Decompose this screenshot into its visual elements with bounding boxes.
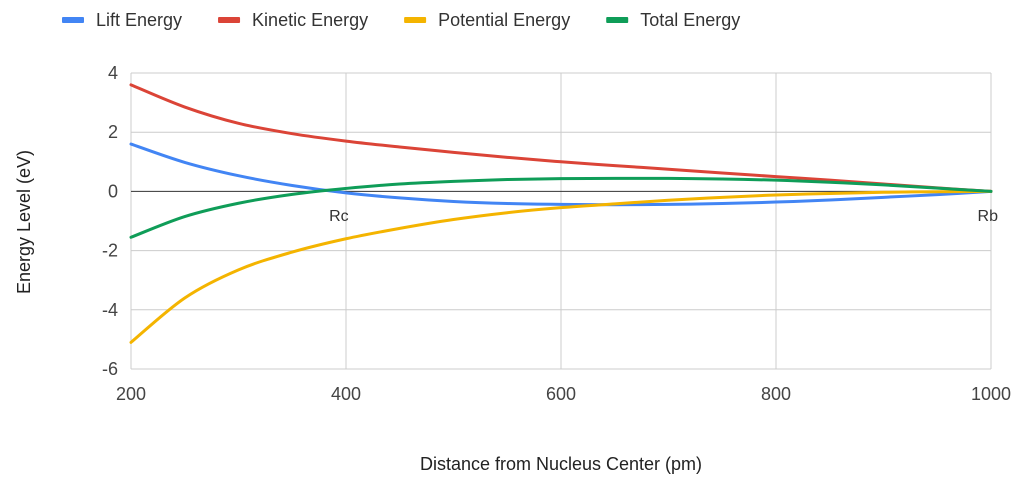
- y-tick-label: 0: [108, 181, 118, 201]
- x-tick-label: 200: [116, 384, 146, 404]
- y-tick-label: -4: [102, 300, 118, 320]
- y-tick-label: 4: [108, 63, 118, 83]
- x-tick-label: 800: [761, 384, 791, 404]
- chart-legend: Lift Energy Kinetic Energy Potential Energ…: [62, 10, 740, 30]
- x-tick-label: 1000: [971, 384, 1011, 404]
- legend-swatch-potential-energy: [404, 17, 427, 23]
- series-line-potential-energy: [129, 189, 993, 344]
- x-axis-title: Distance from Nucleus Center (pm): [420, 454, 702, 474]
- series-line-lift-energy: [129, 142, 993, 207]
- series-line-total-energy: [129, 176, 993, 239]
- y-axis-title: Energy Level (eV): [14, 150, 34, 294]
- x-tick-label: 400: [331, 384, 361, 404]
- legend-label-total-energy: Total Energy: [640, 10, 740, 30]
- axis-ticks: 200 400 600 800 1000 4 2 0 -2 -4 -6: [102, 63, 1011, 404]
- y-tick-label: 2: [108, 122, 118, 142]
- chart-series: [129, 83, 993, 344]
- y-tick-label: -2: [102, 241, 118, 261]
- legend-swatch-lift-energy: [62, 17, 84, 23]
- legend-swatch-kinetic-energy: [218, 17, 241, 23]
- annotation-rc: Rc: [329, 208, 349, 225]
- x-tick-label: 600: [546, 384, 576, 404]
- legend-swatch-total-energy: [606, 17, 629, 23]
- annotation-rb: Rb: [978, 208, 999, 225]
- legend-label-potential-energy: Potential Energy: [438, 10, 570, 30]
- chart-grid: [130, 72, 992, 370]
- chart-annotations: Rc Rb: [329, 208, 998, 225]
- legend-label-kinetic-energy: Kinetic Energy: [252, 10, 368, 30]
- y-tick-label: -6: [102, 359, 118, 379]
- series-line-kinetic-energy: [129, 83, 993, 193]
- legend-label-lift-energy: Lift Energy: [96, 10, 182, 30]
